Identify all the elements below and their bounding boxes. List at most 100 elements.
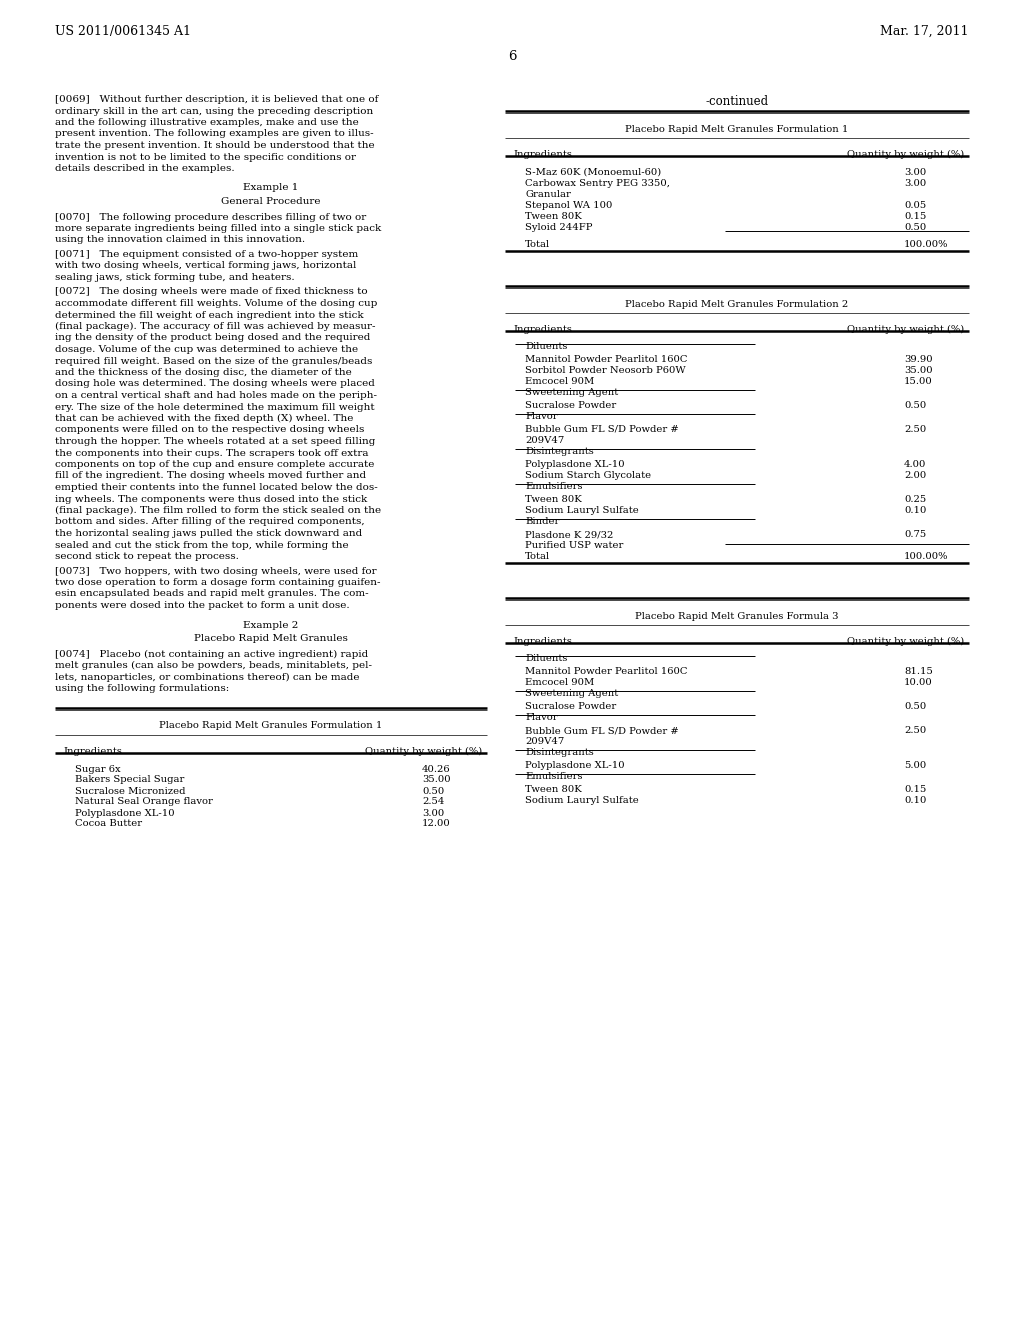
Text: Placebo Rapid Melt Granules Formulation 2: Placebo Rapid Melt Granules Formulation … bbox=[626, 300, 849, 309]
Text: Ingredients: Ingredients bbox=[63, 747, 122, 755]
Text: 0.50: 0.50 bbox=[422, 787, 444, 796]
Text: accommodate different fill weights. Volume of the dosing cup: accommodate different fill weights. Volu… bbox=[55, 300, 378, 308]
Text: 100.00%: 100.00% bbox=[904, 552, 948, 561]
Text: 2.50: 2.50 bbox=[904, 726, 927, 735]
Text: sealed and cut the stick from the top, while forming the: sealed and cut the stick from the top, w… bbox=[55, 540, 348, 549]
Text: Sweetening Agent: Sweetening Agent bbox=[525, 388, 618, 397]
Text: (final package). The accuracy of fill was achieved by measur-: (final package). The accuracy of fill wa… bbox=[55, 322, 376, 331]
Text: 2.50: 2.50 bbox=[904, 425, 927, 434]
Text: Sorbitol Powder Neosorb P60W: Sorbitol Powder Neosorb P60W bbox=[525, 366, 686, 375]
Text: with two dosing wheels, vertical forming jaws, horizontal: with two dosing wheels, vertical forming… bbox=[55, 261, 356, 271]
Text: Sodium Starch Glycolate: Sodium Starch Glycolate bbox=[525, 471, 651, 480]
Text: 0.25: 0.25 bbox=[904, 495, 927, 504]
Text: Polyplasdone XL-10: Polyplasdone XL-10 bbox=[525, 762, 625, 770]
Text: Sucralose Powder: Sucralose Powder bbox=[525, 702, 616, 711]
Text: Sugar 6x: Sugar 6x bbox=[75, 764, 121, 774]
Text: dosage. Volume of the cup was determined to achieve the: dosage. Volume of the cup was determined… bbox=[55, 345, 358, 354]
Text: Sodium Lauryl Sulfate: Sodium Lauryl Sulfate bbox=[525, 796, 639, 805]
Text: Placebo Rapid Melt Granules Formula 3: Placebo Rapid Melt Granules Formula 3 bbox=[635, 612, 839, 620]
Text: Ingredients: Ingredients bbox=[513, 325, 571, 334]
Text: ponents were dosed into the packet to form a unit dose.: ponents were dosed into the packet to fo… bbox=[55, 601, 349, 610]
Text: Emulsifiers: Emulsifiers bbox=[525, 772, 583, 781]
Text: fill of the ingredient. The dosing wheels moved further and: fill of the ingredient. The dosing wheel… bbox=[55, 471, 367, 480]
Text: Sucralose Powder: Sucralose Powder bbox=[525, 401, 616, 411]
Text: [0074]   Placebo (not containing an active ingredient) rapid: [0074] Placebo (not containing an active… bbox=[55, 649, 369, 659]
Text: the horizontal sealing jaws pulled the stick downward and: the horizontal sealing jaws pulled the s… bbox=[55, 529, 362, 539]
Text: Cocoa Butter: Cocoa Butter bbox=[75, 820, 142, 829]
Text: [0073]   Two hoppers, with two dosing wheels, were used for: [0073] Two hoppers, with two dosing whee… bbox=[55, 566, 377, 576]
Text: Sodium Lauryl Sulfate: Sodium Lauryl Sulfate bbox=[525, 506, 639, 515]
Text: Diluents: Diluents bbox=[525, 653, 567, 663]
Text: and the following illustrative examples, make and use the: and the following illustrative examples,… bbox=[55, 117, 358, 127]
Text: [0070]   The following procedure describes filling of two or: [0070] The following procedure describes… bbox=[55, 213, 367, 222]
Text: Example 2: Example 2 bbox=[244, 620, 299, 630]
Text: [0069]   Without further description, it is believed that one of: [0069] Without further description, it i… bbox=[55, 95, 379, 104]
Text: 10.00: 10.00 bbox=[904, 678, 933, 686]
Text: [0072]   The dosing wheels were made of fixed thickness to: [0072] The dosing wheels were made of fi… bbox=[55, 288, 368, 297]
Text: more separate ingredients being filled into a single stick pack: more separate ingredients being filled i… bbox=[55, 224, 381, 234]
Text: melt granules (can also be powders, beads, minitablets, pel-: melt granules (can also be powders, bead… bbox=[55, 661, 372, 671]
Text: Natural Seal Orange flavor: Natural Seal Orange flavor bbox=[75, 797, 213, 807]
Text: Emulsifiers: Emulsifiers bbox=[525, 482, 583, 491]
Text: Disintegrants: Disintegrants bbox=[525, 748, 594, 756]
Text: 5.00: 5.00 bbox=[904, 762, 927, 770]
Text: Carbowax Sentry PEG 3350,: Carbowax Sentry PEG 3350, bbox=[525, 180, 670, 187]
Text: Disintegrants: Disintegrants bbox=[525, 447, 594, 455]
Text: Sucralose Micronized: Sucralose Micronized bbox=[75, 787, 185, 796]
Text: Emcocel 90M: Emcocel 90M bbox=[525, 378, 594, 385]
Text: 3.00: 3.00 bbox=[904, 180, 927, 187]
Text: Example 1: Example 1 bbox=[244, 183, 299, 193]
Text: 3.00: 3.00 bbox=[904, 168, 927, 177]
Text: Total: Total bbox=[525, 552, 550, 561]
Text: 4.00: 4.00 bbox=[904, 459, 927, 469]
Text: 6: 6 bbox=[508, 50, 516, 63]
Text: 39.90: 39.90 bbox=[904, 355, 933, 364]
Text: on a central vertical shaft and had holes made on the periph-: on a central vertical shaft and had hole… bbox=[55, 391, 377, 400]
Text: 0.50: 0.50 bbox=[904, 702, 927, 711]
Text: trate the present invention. It should be understood that the: trate the present invention. It should b… bbox=[55, 141, 375, 150]
Text: Mar. 17, 2011: Mar. 17, 2011 bbox=[881, 25, 969, 38]
Text: 15.00: 15.00 bbox=[904, 378, 933, 385]
Text: Placebo Rapid Melt Granules: Placebo Rapid Melt Granules bbox=[195, 634, 348, 643]
Text: ery. The size of the hole determined the maximum fill weight: ery. The size of the hole determined the… bbox=[55, 403, 375, 412]
Text: esin encapsulated beads and rapid melt granules. The com-: esin encapsulated beads and rapid melt g… bbox=[55, 590, 369, 598]
Text: 40.26: 40.26 bbox=[422, 764, 451, 774]
Text: 0.10: 0.10 bbox=[904, 796, 927, 805]
Text: that can be achieved with the fixed depth (X) wheel. The: that can be achieved with the fixed dept… bbox=[55, 414, 353, 424]
Text: determined the fill weight of each ingredient into the stick: determined the fill weight of each ingre… bbox=[55, 310, 364, 319]
Text: General Procedure: General Procedure bbox=[221, 197, 321, 206]
Text: 0.15: 0.15 bbox=[904, 213, 927, 220]
Text: Mannitol Powder Pearlitol 160C: Mannitol Powder Pearlitol 160C bbox=[525, 667, 687, 676]
Text: 35.00: 35.00 bbox=[422, 776, 451, 784]
Text: second stick to repeat the process.: second stick to repeat the process. bbox=[55, 552, 239, 561]
Text: ing wheels. The components were thus dosed into the stick: ing wheels. The components were thus dos… bbox=[55, 495, 368, 503]
Text: 35.00: 35.00 bbox=[904, 366, 933, 375]
Text: 12.00: 12.00 bbox=[422, 820, 451, 829]
Text: Placebo Rapid Melt Granules Formulation 1: Placebo Rapid Melt Granules Formulation … bbox=[160, 722, 383, 730]
Text: the components into their cups. The scrapers took off extra: the components into their cups. The scra… bbox=[55, 449, 369, 458]
Text: 0.75: 0.75 bbox=[904, 531, 927, 539]
Text: 209V47: 209V47 bbox=[525, 737, 564, 746]
Text: Bubble Gum FL S/D Powder #: Bubble Gum FL S/D Powder # bbox=[525, 726, 679, 735]
Text: (final package). The film rolled to form the stick sealed on the: (final package). The film rolled to form… bbox=[55, 506, 381, 515]
Text: dosing hole was determined. The dosing wheels were placed: dosing hole was determined. The dosing w… bbox=[55, 380, 375, 388]
Text: emptied their contents into the funnel located below the dos-: emptied their contents into the funnel l… bbox=[55, 483, 378, 492]
Text: Quantity by weight (%): Quantity by weight (%) bbox=[365, 747, 482, 755]
Text: components were filled on to the respective dosing wheels: components were filled on to the respect… bbox=[55, 425, 365, 434]
Text: 100.00%: 100.00% bbox=[904, 240, 948, 249]
Text: ing the density of the product being dosed and the required: ing the density of the product being dos… bbox=[55, 334, 371, 342]
Text: Bakers Special Sugar: Bakers Special Sugar bbox=[75, 776, 184, 784]
Text: components on top of the cup and ensure complete accurate: components on top of the cup and ensure … bbox=[55, 459, 375, 469]
Text: Granular: Granular bbox=[525, 190, 570, 199]
Text: Quantity by weight (%): Quantity by weight (%) bbox=[847, 638, 964, 645]
Text: Plasdone K 29/32: Plasdone K 29/32 bbox=[525, 531, 613, 539]
Text: Bubble Gum FL S/D Powder #: Bubble Gum FL S/D Powder # bbox=[525, 425, 679, 434]
Text: invention is not to be limited to the specific conditions or: invention is not to be limited to the sp… bbox=[55, 153, 356, 161]
Text: 81.15: 81.15 bbox=[904, 667, 933, 676]
Text: bottom and sides. After filling of the required components,: bottom and sides. After filling of the r… bbox=[55, 517, 365, 527]
Text: Emcocel 90M: Emcocel 90M bbox=[525, 678, 594, 686]
Text: two dose operation to form a dosage form containing guaifen-: two dose operation to form a dosage form… bbox=[55, 578, 381, 587]
Text: 2.00: 2.00 bbox=[904, 471, 927, 480]
Text: Purified USP water: Purified USP water bbox=[525, 541, 624, 550]
Text: 0.15: 0.15 bbox=[904, 785, 927, 795]
